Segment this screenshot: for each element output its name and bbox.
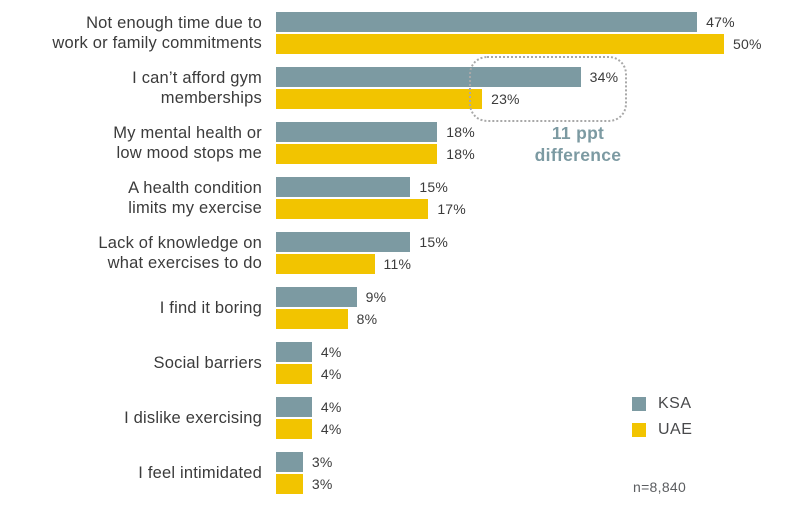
ksa-bar <box>276 452 303 472</box>
legend-label: KSA <box>658 395 692 412</box>
ksa-value-label: 47% <box>706 14 735 30</box>
bar-row: 11% <box>276 254 448 274</box>
category-group: I find it boring 9% 8% <box>0 287 762 329</box>
category-label: I feel intimidated <box>138 464 262 482</box>
category-label: A health condition limits my exercise <box>128 179 262 217</box>
category-group: Social barriers 4% 4% <box>0 342 762 384</box>
bar-row: 4% <box>276 397 341 417</box>
uae-value-label: 11% <box>383 256 412 272</box>
legend-label: UAE <box>658 421 693 438</box>
ksa-bar <box>276 232 411 252</box>
bar-row: 23% <box>276 89 618 109</box>
ksa-value-label: 4% <box>320 399 342 415</box>
difference-annotation-box <box>469 56 627 122</box>
bar-row: 17% <box>276 199 466 219</box>
uae-swatch-icon <box>632 423 646 437</box>
uae-value-label: 8% <box>356 311 378 327</box>
ksa-bar <box>276 397 312 417</box>
category-group: I can’t afford gym memberships 34% 23% <box>0 67 762 109</box>
sample-size-note: n=8,840 <box>633 479 687 495</box>
category-group: A health condition limits my exercise 15%… <box>0 177 762 219</box>
bar-row: 47% <box>276 12 762 32</box>
category-label: Social barriers <box>153 354 262 372</box>
bar-row: 8% <box>276 309 386 329</box>
bar-row: 4% <box>276 342 341 362</box>
uae-bar <box>276 364 312 384</box>
bar-row: 50% <box>276 34 762 54</box>
bar-row: 3% <box>276 452 333 472</box>
bar-pair: 4% 4% <box>276 397 341 439</box>
ksa-bar <box>276 287 357 307</box>
bar-pair: 15% 17% <box>276 177 466 219</box>
bar-pair: 3% 3% <box>276 452 333 494</box>
uae-bar <box>276 419 312 439</box>
ksa-value-label: 4% <box>320 344 342 360</box>
uae-bar <box>276 144 438 164</box>
bar-row: 9% <box>276 287 386 307</box>
uae-bar <box>276 89 483 109</box>
bar-row: 15% <box>276 232 448 252</box>
category-label: Not enough time due to work or family co… <box>52 14 262 52</box>
uae-bar <box>276 474 303 494</box>
uae-value-label: 3% <box>311 476 333 492</box>
uae-bar <box>276 34 724 54</box>
ksa-bar <box>276 342 312 362</box>
uae-bar <box>276 199 429 219</box>
bar-row: 4% <box>276 364 341 384</box>
bar-pair: 9% 8% <box>276 287 386 329</box>
category-label: I dislike exercising <box>124 409 262 427</box>
difference-annotation-label: 11 ppt difference <box>534 123 622 165</box>
grouped-bar-chart: Not enough time due to work or family co… <box>0 12 762 494</box>
category-label: My mental health or low mood stops me <box>113 124 262 162</box>
category-group: Not enough time due to work or family co… <box>0 12 762 54</box>
uae-value-label: 18% <box>446 146 475 162</box>
uae-value-label: 23% <box>491 91 520 107</box>
bar-pair: 18% 18% <box>276 122 475 164</box>
uae-value-label: 4% <box>320 421 342 437</box>
bar-row: 15% <box>276 177 466 197</box>
category-group: Lack of knowledge on what exercises to d… <box>0 232 762 274</box>
legend: KSA UAE <box>632 395 692 439</box>
ksa-value-label: 15% <box>419 179 449 195</box>
bar-row: 4% <box>276 419 341 439</box>
bar-row: 18% <box>276 122 475 142</box>
category-label: I find it boring <box>159 299 262 317</box>
bar-row: 18% <box>276 144 475 164</box>
category-label: Lack of knowledge on what exercises to d… <box>98 234 262 272</box>
bar-pair: 34% 23% <box>276 67 618 109</box>
bar-pair: 4% 4% <box>276 342 341 384</box>
ksa-bar <box>276 177 411 197</box>
ksa-bar <box>276 122 438 142</box>
ksa-value-label: 3% <box>311 454 333 470</box>
bar-pair: 15% 11% <box>276 232 448 274</box>
bar-pair: 47% 50% <box>276 12 762 54</box>
uae-value-label: 50% <box>733 36 762 52</box>
ksa-value-label: 18% <box>446 124 475 140</box>
ksa-bar <box>276 67 581 87</box>
category-group: My mental health or low mood stops me 18%… <box>0 122 762 164</box>
uae-bar <box>276 254 375 274</box>
ksa-value-label: 9% <box>365 289 387 305</box>
ksa-swatch-icon <box>632 397 646 411</box>
category-group: I feel intimidated 3% 3% <box>0 452 762 494</box>
legend-item-ksa: KSA <box>632 395 692 413</box>
uae-bar <box>276 309 348 329</box>
category-label: I can’t afford gym memberships <box>132 69 262 107</box>
legend-item-uae: UAE <box>632 421 692 439</box>
category-group: I dislike exercising 4% 4% <box>0 397 762 439</box>
uae-value-label: 4% <box>320 366 342 382</box>
bar-row: 3% <box>276 474 333 494</box>
uae-value-label: 17% <box>437 201 466 217</box>
ksa-bar <box>276 12 698 32</box>
ksa-value-label: 15% <box>419 234 449 250</box>
